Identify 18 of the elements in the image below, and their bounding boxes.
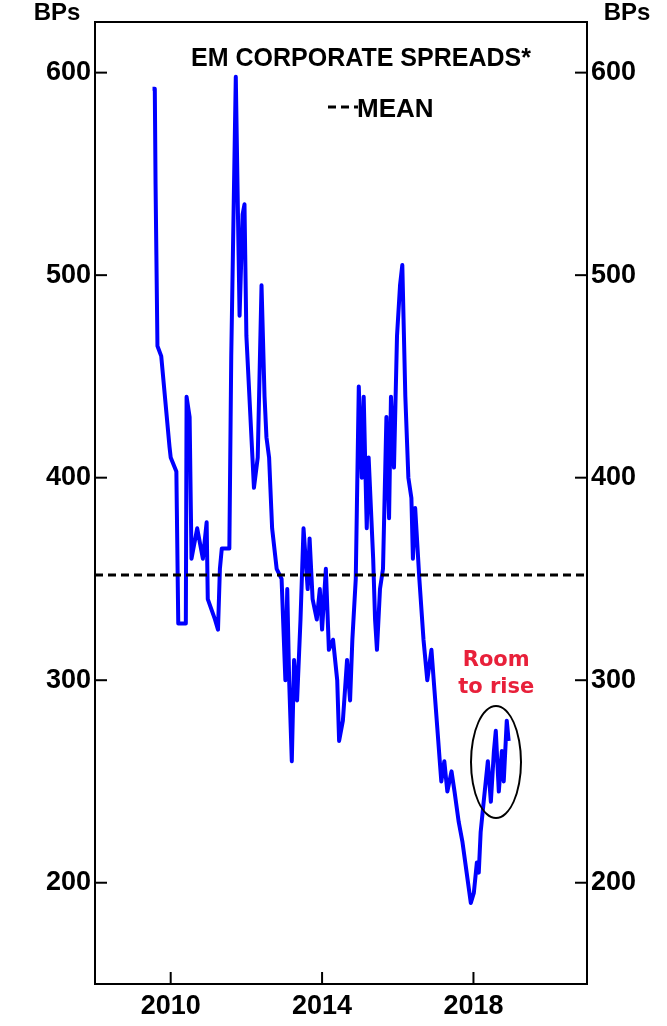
y-tick-label: 500: [45, 258, 91, 289]
y-tick-label: 300: [45, 663, 91, 694]
x-tick-label: 2018: [443, 989, 504, 1020]
y-axis-title: BPs: [33, 0, 81, 25]
x-tick-label: 2014: [292, 989, 353, 1020]
y-tick-label: 200: [45, 866, 91, 897]
y2-tick-label: 300: [591, 663, 637, 694]
y2-tick-label: 400: [591, 461, 637, 492]
y2-tick-label: 500: [591, 258, 637, 289]
legend-label: MEAN: [357, 93, 434, 123]
y2-tick-label: 200: [591, 866, 637, 897]
y-tick-label: 400: [45, 461, 91, 492]
y2-tick-label: 600: [591, 56, 637, 87]
x-tick-label: 2010: [140, 989, 201, 1020]
y-tick-label: 600: [45, 56, 91, 87]
y2-axis-title: BPs: [603, 0, 651, 25]
annotation: Room to rise: [458, 647, 535, 699]
text: EM CORPORATE SPREADS*: [191, 43, 532, 71]
